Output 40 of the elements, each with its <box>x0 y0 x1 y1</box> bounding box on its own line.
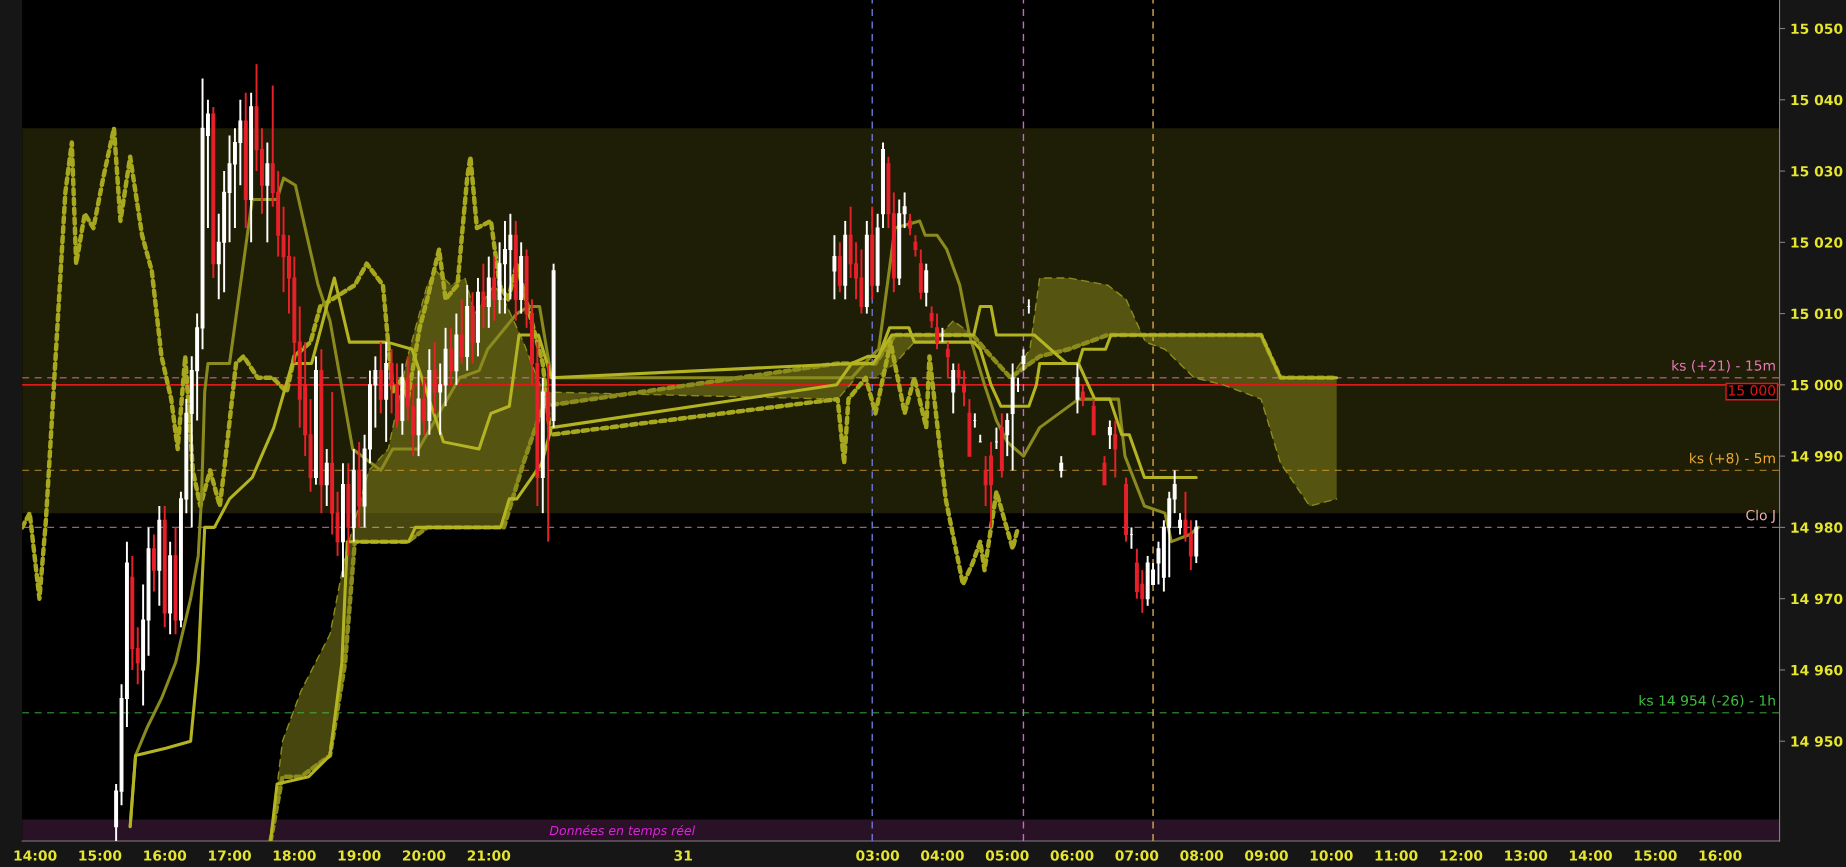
x-tick-label: 17:00 <box>209 850 251 861</box>
y-tick-label: 14 980 <box>1791 522 1843 533</box>
x-tick-label: 06:00 <box>1050 850 1094 861</box>
x-tick-label: 11:00 <box>1375 850 1418 861</box>
x-tick-label: 09:00 <box>1245 850 1288 861</box>
x-tick-label: 12:00 <box>1440 850 1483 861</box>
y-tick-label: 15 000 <box>1791 379 1843 391</box>
y-tick-label: 15 010 <box>1791 308 1843 320</box>
x-tick-label: 08:00 <box>1180 850 1224 861</box>
y-tick-label: 14 960 <box>1791 664 1843 676</box>
y-tick-label: 15 030 <box>1791 166 1843 177</box>
ref-line-label: Clo J <box>1746 509 1775 524</box>
y-tick-label: 14 950 <box>1791 736 1843 747</box>
y-tick-label: 14 990 <box>1791 451 1843 462</box>
x-tick-label: 13:00 <box>1505 850 1548 861</box>
x-tick-label: 20:00 <box>402 850 446 861</box>
x-tick-label: 03:00 <box>856 850 900 861</box>
x-tick-label: 07:00 <box>1115 850 1159 861</box>
y-tick-label: 15 040 <box>1791 94 1843 106</box>
x-tick-label: 10:00 <box>1310 850 1353 861</box>
ref-line-label: ks (+21) - 15m <box>1672 360 1775 373</box>
x-tick-label: 04:00 <box>920 850 964 861</box>
y-tick-label: 14 970 <box>1791 593 1843 605</box>
x-tick-label: 31 <box>674 850 692 861</box>
x-tick-label: 15:00 <box>1634 850 1677 861</box>
y-tick-label: 15 020 <box>1791 237 1843 248</box>
x-tick-label: 14:00 <box>1569 850 1612 861</box>
annotation: Données en temps réel <box>549 825 696 838</box>
x-tick-label: 19:00 <box>338 850 381 861</box>
ref-line-label: 15 000 <box>1728 385 1776 396</box>
y-tick-label: 15 050 <box>1791 23 1843 34</box>
x-tick-label: 18:00 <box>273 850 316 861</box>
x-tick-label: 15:00 <box>79 850 122 861</box>
x-tick-label: 05:00 <box>985 850 1029 861</box>
ref-line-label: ks (+8) - 5m <box>1690 452 1775 466</box>
x-tick-label: 14:00 <box>14 850 57 861</box>
x-tick-label: 16:00 <box>1699 850 1742 861</box>
x-tick-label: 21:00 <box>467 850 511 861</box>
ref-line-label: ks 14 954 (-26) - 1h <box>1639 694 1775 708</box>
x-tick-label: 16:00 <box>144 850 187 861</box>
